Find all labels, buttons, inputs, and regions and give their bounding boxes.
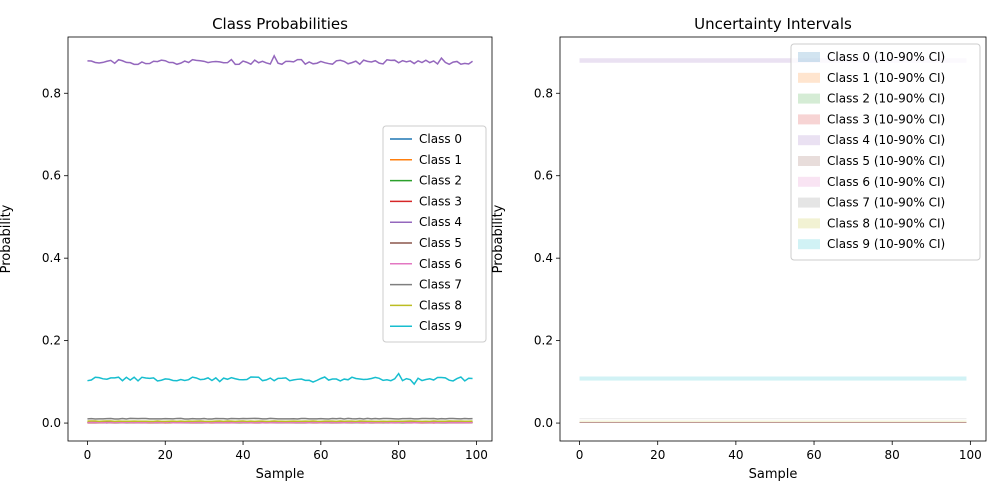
- legend-swatch-class-7: [798, 197, 820, 208]
- ci-bands: [579, 58, 967, 423]
- ci-band-class-9: [579, 376, 967, 381]
- series-line-class-7: [87, 417, 473, 420]
- legend-box: [790, 43, 981, 261]
- series-line-class-6: [87, 421, 473, 424]
- legend-swatch-class-8: [798, 218, 820, 229]
- legend-label-class-1: Class 1 (10-90% CI): [827, 71, 945, 85]
- legend-label-class-0: Class 0 (10-90% CI): [827, 50, 945, 64]
- legend-swatch-class-6: [798, 176, 820, 187]
- x-tick-label: 80: [885, 448, 900, 462]
- ci-band-class-2: [579, 422, 967, 423]
- series-lines: [87, 54, 473, 424]
- legend-swatch-class-2: [798, 93, 820, 104]
- y-axis-label: Probability: [491, 204, 506, 273]
- legend-swatch-class-0: [798, 52, 820, 62]
- left-chart-class-probabilities: Class Probabilities 0 20 40 60 80 100 0.0 0.2 0.4…: [0, 15, 493, 482]
- plot-frame: [559, 36, 987, 442]
- ci-band-class-0: [579, 422, 967, 423]
- x-tick-label: 60: [806, 448, 821, 462]
- legend-label-class-2: Class 2 (10-90% CI): [827, 92, 945, 106]
- ci-band-class-1: [579, 422, 967, 423]
- x-axis-label: Sample: [256, 467, 305, 482]
- legend-label-class-7: Class 7 (10-90% CI): [827, 196, 945, 210]
- x-tick-label: 40: [235, 448, 250, 462]
- x-tick-label: 20: [158, 448, 173, 462]
- ci-band-class-4: [579, 58, 967, 63]
- ci-band-class-5: [579, 422, 967, 423]
- y-tick-label: 0.8: [42, 86, 61, 100]
- x-tick-label: 0: [84, 448, 92, 462]
- legend-label-class-4: Class 4: [419, 215, 462, 229]
- y-tick-label: 0.2: [534, 334, 553, 348]
- legend-label-class-3: Class 3: [419, 194, 462, 208]
- x-tick-label: 0: [576, 448, 584, 462]
- legend-swatch-class-3: [798, 114, 820, 125]
- legend-label-class-8: Class 8 (10-90% CI): [827, 216, 945, 230]
- chart-title: Class Probabilities: [212, 15, 348, 33]
- ci-band-class-7: [579, 418, 967, 420]
- legend-swatch-class-1: [798, 72, 820, 83]
- legend-swatch-class-4: [798, 135, 820, 146]
- legend-label-class-4: Class 4 (10-90% CI): [827, 133, 945, 147]
- series-line-class-4: [87, 54, 473, 66]
- x-tick-label: 20: [650, 448, 665, 462]
- plot-frame: [67, 36, 493, 442]
- legend-label-class-9: Class 9: [419, 319, 462, 333]
- y-tick-label: 0.4: [534, 251, 553, 265]
- x-tick-label: 80: [391, 448, 406, 462]
- legend-label-class-0: Class 0: [419, 132, 462, 146]
- ci-band-class-8: [579, 420, 967, 422]
- y-tick-label: 0.4: [42, 251, 61, 265]
- ci-band-class-6: [579, 422, 967, 423]
- legend-label-class-5: Class 5: [419, 236, 462, 250]
- y-tick-label: 0.0: [534, 416, 553, 430]
- y-tick-label: 0.0: [42, 416, 61, 430]
- y-tick-label: 0.2: [42, 334, 61, 348]
- legend-swatch-class-9: [798, 239, 820, 250]
- x-axis-label: Sample: [749, 467, 798, 482]
- right-chart-uncertainty-intervals: Uncertainty Intervals 0 20 40 60 80 100 0.0 0.2 0…: [491, 15, 987, 482]
- x-tick-label: 60: [313, 448, 328, 462]
- y-tick-label: 0.8: [534, 86, 553, 100]
- legend-label-class-8: Class 8: [419, 298, 462, 312]
- x-tick-label: 40: [728, 448, 743, 462]
- ci-band-class-3: [579, 422, 967, 423]
- legend-label-class-6: Class 6 (10-90% CI): [827, 175, 945, 189]
- legend-label-class-5: Class 5 (10-90% CI): [827, 154, 945, 168]
- legend-label-class-3: Class 3 (10-90% CI): [827, 112, 945, 126]
- series-line-class-9: [87, 372, 473, 386]
- chart-title: Uncertainty Intervals: [694, 15, 852, 33]
- legend-label-class-7: Class 7: [419, 278, 462, 292]
- y-tick-label: 0.6: [534, 169, 553, 183]
- legend-swatch-class-5: [798, 156, 820, 166]
- x-tick-label: 100: [959, 448, 982, 462]
- legend-label-class-2: Class 2: [419, 174, 462, 188]
- legend: Class 0 (10-90% CI) Class 1 (10-90% CI) Cl…: [790, 43, 981, 261]
- legend-label-class-9: Class 9 (10-90% CI): [827, 237, 945, 251]
- y-tick-label: 0.6: [42, 169, 61, 183]
- legend: Class 0 Class 1 Class 2 Class 3 Class 4 Class…: [382, 125, 487, 343]
- legend-label-class-1: Class 1: [419, 153, 462, 167]
- x-tick-label: 100: [465, 448, 488, 462]
- legend-label-class-6: Class 6: [419, 257, 462, 271]
- y-axis-label: Probability: [0, 204, 14, 273]
